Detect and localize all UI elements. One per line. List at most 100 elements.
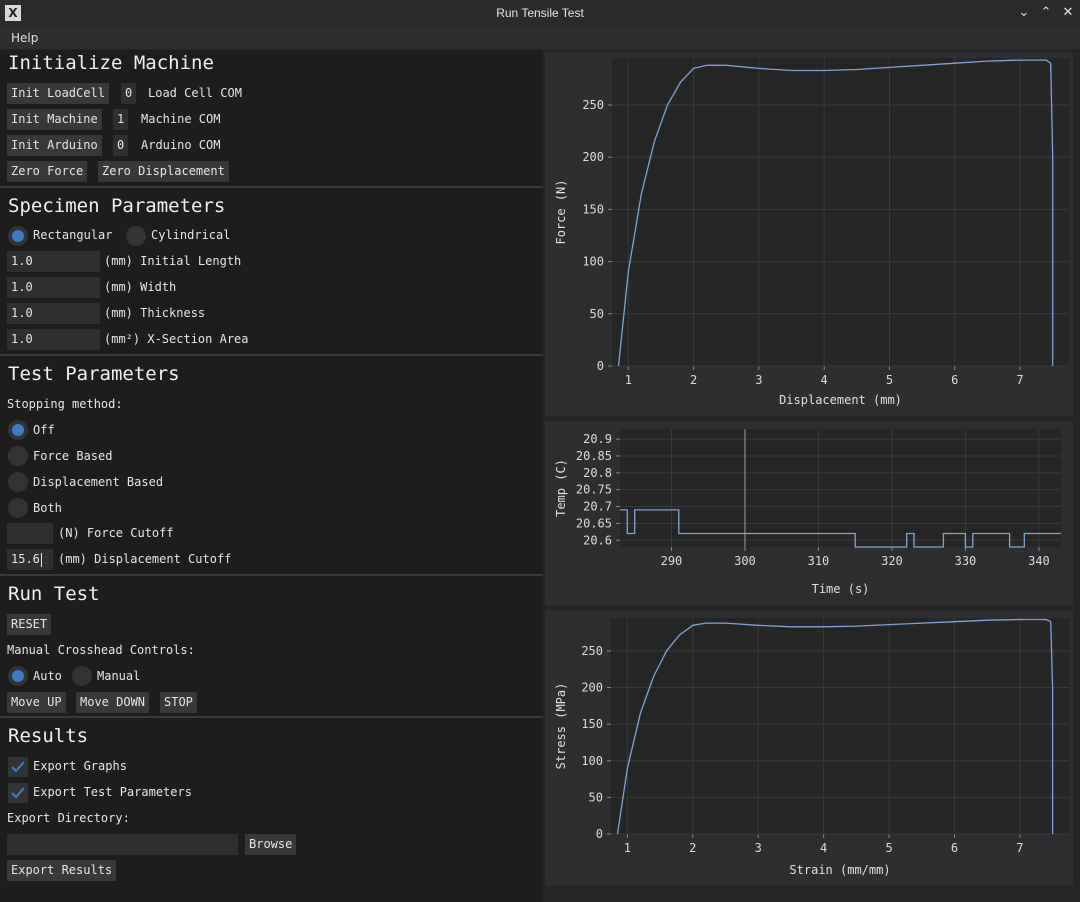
force-displacement-plot[interactable]: 1 2 3 4 5 6 7 0 50 100 150 200 250 Displacement (mm) F…: [545, 52, 1073, 416]
displacement-cutoff-label: (mm) Displacement Cutoff: [58, 552, 232, 566]
radio-stop-force[interactable]: [8, 446, 28, 466]
displacement-cutoff-value: 15.6: [11, 552, 40, 566]
x-tick-label: 5: [886, 373, 893, 387]
x-axis-label: Displacement (mm): [779, 393, 902, 407]
y-axis-label: Force (N): [554, 179, 568, 244]
init-machine-button[interactable]: Init Machine: [7, 109, 102, 130]
xsection-area-field[interactable]: 1.0: [7, 329, 100, 350]
y-tick-label: 20.7: [583, 500, 612, 514]
stop-button[interactable]: STOP: [160, 692, 197, 713]
maximize-icon[interactable]: ⌃: [1040, 5, 1052, 20]
heading-initialize-machine: Initialize Machine: [8, 52, 214, 74]
y-tick-label: 20.75: [576, 483, 612, 497]
arduino-com-field[interactable]: 0: [113, 135, 129, 156]
machine-com-field[interactable]: 1: [113, 109, 129, 130]
move-down-button[interactable]: Move DOWN: [76, 692, 150, 713]
y-tick-label: 200: [582, 150, 604, 164]
y-tick-label: 150: [581, 717, 603, 731]
export-graphs-checkbox[interactable]: [8, 757, 28, 777]
data-series-line: [620, 509, 1061, 548]
manual-label: Manual: [97, 669, 141, 683]
arduino-com-label: Arduino COM: [141, 138, 221, 152]
radio-rectangular[interactable]: [8, 226, 28, 246]
heading-results: Results: [8, 725, 89, 747]
stop-off-label: Off: [33, 423, 55, 437]
export-params-checkbox[interactable]: [8, 783, 28, 803]
loadcell-com-field[interactable]: 0: [121, 83, 137, 104]
stop-both-label: Both: [33, 501, 62, 515]
y-tick-label: 100: [582, 255, 604, 269]
browse-button[interactable]: Browse: [245, 834, 297, 855]
temperature-time-plot[interactable]: 290 300 310 320 330 340 20.6 20.65 20.7 20.75 20.8…: [545, 421, 1073, 605]
x-tick-label: 3: [755, 841, 762, 855]
y-tick-label: 50: [589, 790, 603, 804]
y-tick-label: 20.8: [583, 466, 612, 480]
y-tick-label: 0: [597, 359, 604, 373]
y-tick-label: 250: [581, 644, 603, 658]
radio-stop-displacement[interactable]: [8, 472, 28, 492]
x-tick-label: 330: [955, 554, 977, 568]
x-tick-label: 1: [624, 841, 631, 855]
initial-length-field[interactable]: 1.0: [7, 251, 100, 272]
x-tick-label: 310: [808, 554, 830, 568]
width-label: (mm) Width: [104, 280, 177, 294]
y-tick-label: 50: [590, 307, 604, 321]
heading-specimen-parameters: Specimen Parameters: [8, 195, 226, 217]
loadcell-com-label: Load Cell COM: [148, 86, 242, 100]
x-tick-label: 4: [820, 841, 827, 855]
export-results-button[interactable]: Export Results: [7, 860, 117, 881]
app-icon: X: [5, 5, 21, 21]
export-directory-field[interactable]: [7, 834, 238, 855]
x-tick-label: 5: [885, 841, 892, 855]
stop-force-label: Force Based: [33, 449, 113, 463]
x-tick-label: 4: [821, 373, 828, 387]
x-tick-label: 3: [755, 373, 762, 387]
x-tick-label: 1: [625, 373, 632, 387]
y-tick-label: 20.85: [576, 449, 612, 463]
plot-area: [620, 429, 1061, 547]
init-loadcell-button[interactable]: Init LoadCell: [7, 83, 109, 104]
width-field[interactable]: 1.0: [7, 277, 100, 298]
x-tick-label: 7: [1016, 373, 1023, 387]
force-cutoff-field[interactable]: [7, 523, 53, 544]
export-params-label: Export Test Parameters: [33, 785, 192, 799]
title-bar: X Run Tensile Test ⌄ ⌃ ✕: [0, 0, 1080, 27]
zero-force-button[interactable]: Zero Force: [7, 161, 88, 182]
y-tick-label: 20.9: [583, 432, 612, 446]
y-axis-label: Stress (MPa): [554, 683, 568, 770]
stopping-method-label: Stopping method:: [7, 397, 123, 411]
radio-stop-both[interactable]: [8, 498, 28, 518]
export-directory-label: Export Directory:: [7, 811, 130, 825]
radio-cylindrical[interactable]: [126, 226, 146, 246]
zero-displacement-button[interactable]: Zero Displacement: [98, 161, 229, 182]
menu-help[interactable]: Help: [11, 31, 39, 45]
rectangular-label: Rectangular: [33, 228, 113, 242]
initial-length-label: (mm) Initial Length: [104, 254, 242, 268]
y-tick-label: 100: [581, 754, 603, 768]
y-tick-label: 20.65: [576, 516, 612, 530]
plot-area: [611, 618, 1069, 834]
x-tick-label: 6: [951, 841, 958, 855]
checkmark-icon: [11, 787, 25, 799]
reset-button[interactable]: RESET: [7, 614, 52, 635]
x-tick-label: 300: [734, 554, 756, 568]
move-up-button[interactable]: Move UP: [7, 692, 66, 713]
x-axis-label: Time (s): [812, 582, 870, 596]
control-panel: Initialize Machine Init LoadCell 0 Load …: [0, 50, 545, 902]
y-tick-label: 200: [581, 681, 603, 695]
radio-stop-off[interactable]: [8, 420, 28, 440]
plot-area: [612, 58, 1069, 366]
x-tick-label: 2: [689, 841, 696, 855]
stress-strain-plot[interactable]: 1 2 3 4 5 6 7 0 50 100 150 200 250 Strain (mm/mm) Stre…: [545, 610, 1073, 886]
close-icon[interactable]: ✕: [1062, 5, 1074, 20]
displacement-cutoff-field[interactable]: 15.6: [7, 549, 53, 570]
minimize-icon[interactable]: ⌄: [1018, 5, 1030, 20]
radio-auto[interactable]: [8, 666, 28, 686]
thickness-field[interactable]: 1.0: [7, 303, 100, 324]
menu-bar: Help: [0, 27, 1080, 50]
init-arduino-button[interactable]: Init Arduino: [7, 135, 102, 156]
x-tick-label: 320: [881, 554, 903, 568]
radio-manual[interactable]: [72, 666, 92, 686]
text-cursor: [40, 552, 42, 567]
heading-test-parameters: Test Parameters: [8, 363, 180, 385]
